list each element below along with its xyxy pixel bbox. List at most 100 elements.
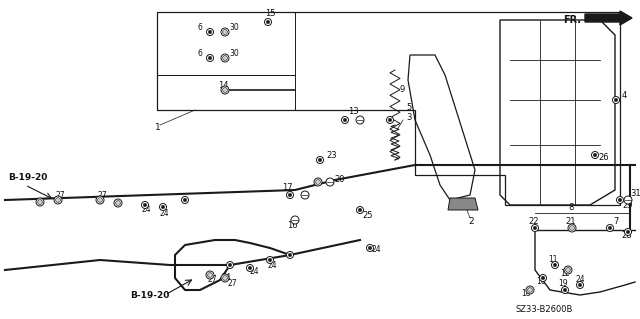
Text: 27: 27 (97, 190, 107, 199)
Circle shape (356, 206, 364, 213)
Circle shape (141, 202, 148, 209)
Circle shape (570, 226, 575, 230)
Circle shape (266, 256, 273, 263)
Text: 4: 4 (622, 91, 627, 100)
Circle shape (208, 30, 212, 34)
Text: 11: 11 (548, 256, 557, 264)
Circle shape (526, 286, 534, 294)
Text: 20: 20 (334, 175, 344, 184)
Text: 23: 23 (326, 151, 337, 160)
Text: B-19-20: B-19-20 (130, 291, 170, 300)
Circle shape (183, 198, 187, 202)
Circle shape (223, 30, 227, 34)
Circle shape (223, 276, 227, 280)
Text: 28: 28 (621, 232, 632, 241)
Circle shape (577, 281, 584, 288)
Circle shape (591, 152, 598, 159)
Circle shape (317, 157, 323, 164)
Text: 12: 12 (560, 270, 570, 278)
Circle shape (221, 86, 229, 94)
Text: 27: 27 (208, 276, 218, 285)
Circle shape (38, 200, 42, 204)
Text: 2: 2 (468, 218, 474, 226)
Circle shape (287, 251, 294, 258)
Text: 27: 27 (227, 278, 237, 287)
Text: 24: 24 (575, 276, 584, 285)
Text: 7: 7 (613, 218, 618, 226)
Text: 24: 24 (268, 261, 278, 270)
FancyArrow shape (585, 11, 632, 25)
Circle shape (96, 196, 104, 204)
Text: 30: 30 (229, 24, 239, 33)
Text: 24: 24 (142, 205, 152, 214)
Circle shape (36, 198, 44, 206)
Circle shape (564, 266, 572, 274)
Text: B-19-20: B-19-20 (8, 174, 47, 182)
Text: 15: 15 (265, 9, 275, 18)
Circle shape (221, 28, 229, 36)
Circle shape (54, 196, 62, 204)
Text: 29: 29 (622, 201, 632, 210)
Circle shape (159, 204, 166, 211)
Circle shape (612, 97, 620, 103)
Circle shape (208, 56, 212, 60)
Circle shape (568, 224, 576, 232)
Text: 3: 3 (406, 114, 412, 122)
Circle shape (356, 116, 364, 124)
Text: SZ33-B2600B: SZ33-B2600B (515, 306, 572, 315)
Circle shape (625, 228, 632, 235)
Circle shape (266, 20, 269, 24)
Circle shape (161, 205, 164, 209)
Circle shape (314, 178, 322, 186)
Circle shape (566, 268, 570, 272)
Text: FR.: FR. (563, 15, 581, 25)
Circle shape (627, 230, 630, 234)
Circle shape (388, 118, 392, 122)
Text: 24: 24 (372, 246, 381, 255)
Circle shape (624, 196, 632, 204)
Polygon shape (448, 198, 478, 210)
Text: 30: 30 (229, 49, 239, 58)
Text: 6: 6 (197, 24, 202, 33)
Circle shape (221, 274, 229, 282)
Circle shape (563, 288, 567, 292)
Circle shape (227, 262, 234, 269)
Text: 21: 21 (565, 218, 575, 226)
Text: 24: 24 (221, 273, 230, 283)
Circle shape (368, 246, 372, 250)
Circle shape (552, 262, 559, 269)
Text: 14: 14 (218, 80, 228, 90)
Text: 22: 22 (528, 218, 538, 226)
Circle shape (182, 197, 189, 204)
Circle shape (533, 226, 537, 230)
Circle shape (316, 180, 321, 184)
Circle shape (593, 153, 596, 157)
Text: 8: 8 (568, 204, 573, 212)
Circle shape (579, 283, 582, 287)
Circle shape (221, 54, 229, 62)
Circle shape (143, 203, 147, 207)
Circle shape (223, 56, 227, 60)
Circle shape (527, 288, 532, 293)
Circle shape (616, 197, 623, 204)
Circle shape (264, 19, 271, 26)
Text: 16: 16 (287, 220, 298, 229)
Circle shape (114, 199, 122, 207)
Circle shape (287, 191, 294, 198)
Text: 6: 6 (197, 49, 202, 58)
Circle shape (116, 201, 120, 205)
Text: 13: 13 (348, 108, 358, 116)
Text: 17: 17 (282, 183, 292, 192)
Text: 1: 1 (155, 123, 161, 132)
Circle shape (301, 191, 309, 199)
Text: 5: 5 (406, 103, 412, 113)
Circle shape (207, 55, 214, 62)
Circle shape (358, 208, 362, 212)
Circle shape (387, 116, 394, 123)
Text: 10: 10 (536, 278, 546, 286)
Circle shape (207, 28, 214, 35)
Circle shape (288, 253, 292, 257)
Circle shape (97, 197, 102, 202)
Circle shape (56, 197, 60, 202)
Circle shape (207, 273, 212, 278)
